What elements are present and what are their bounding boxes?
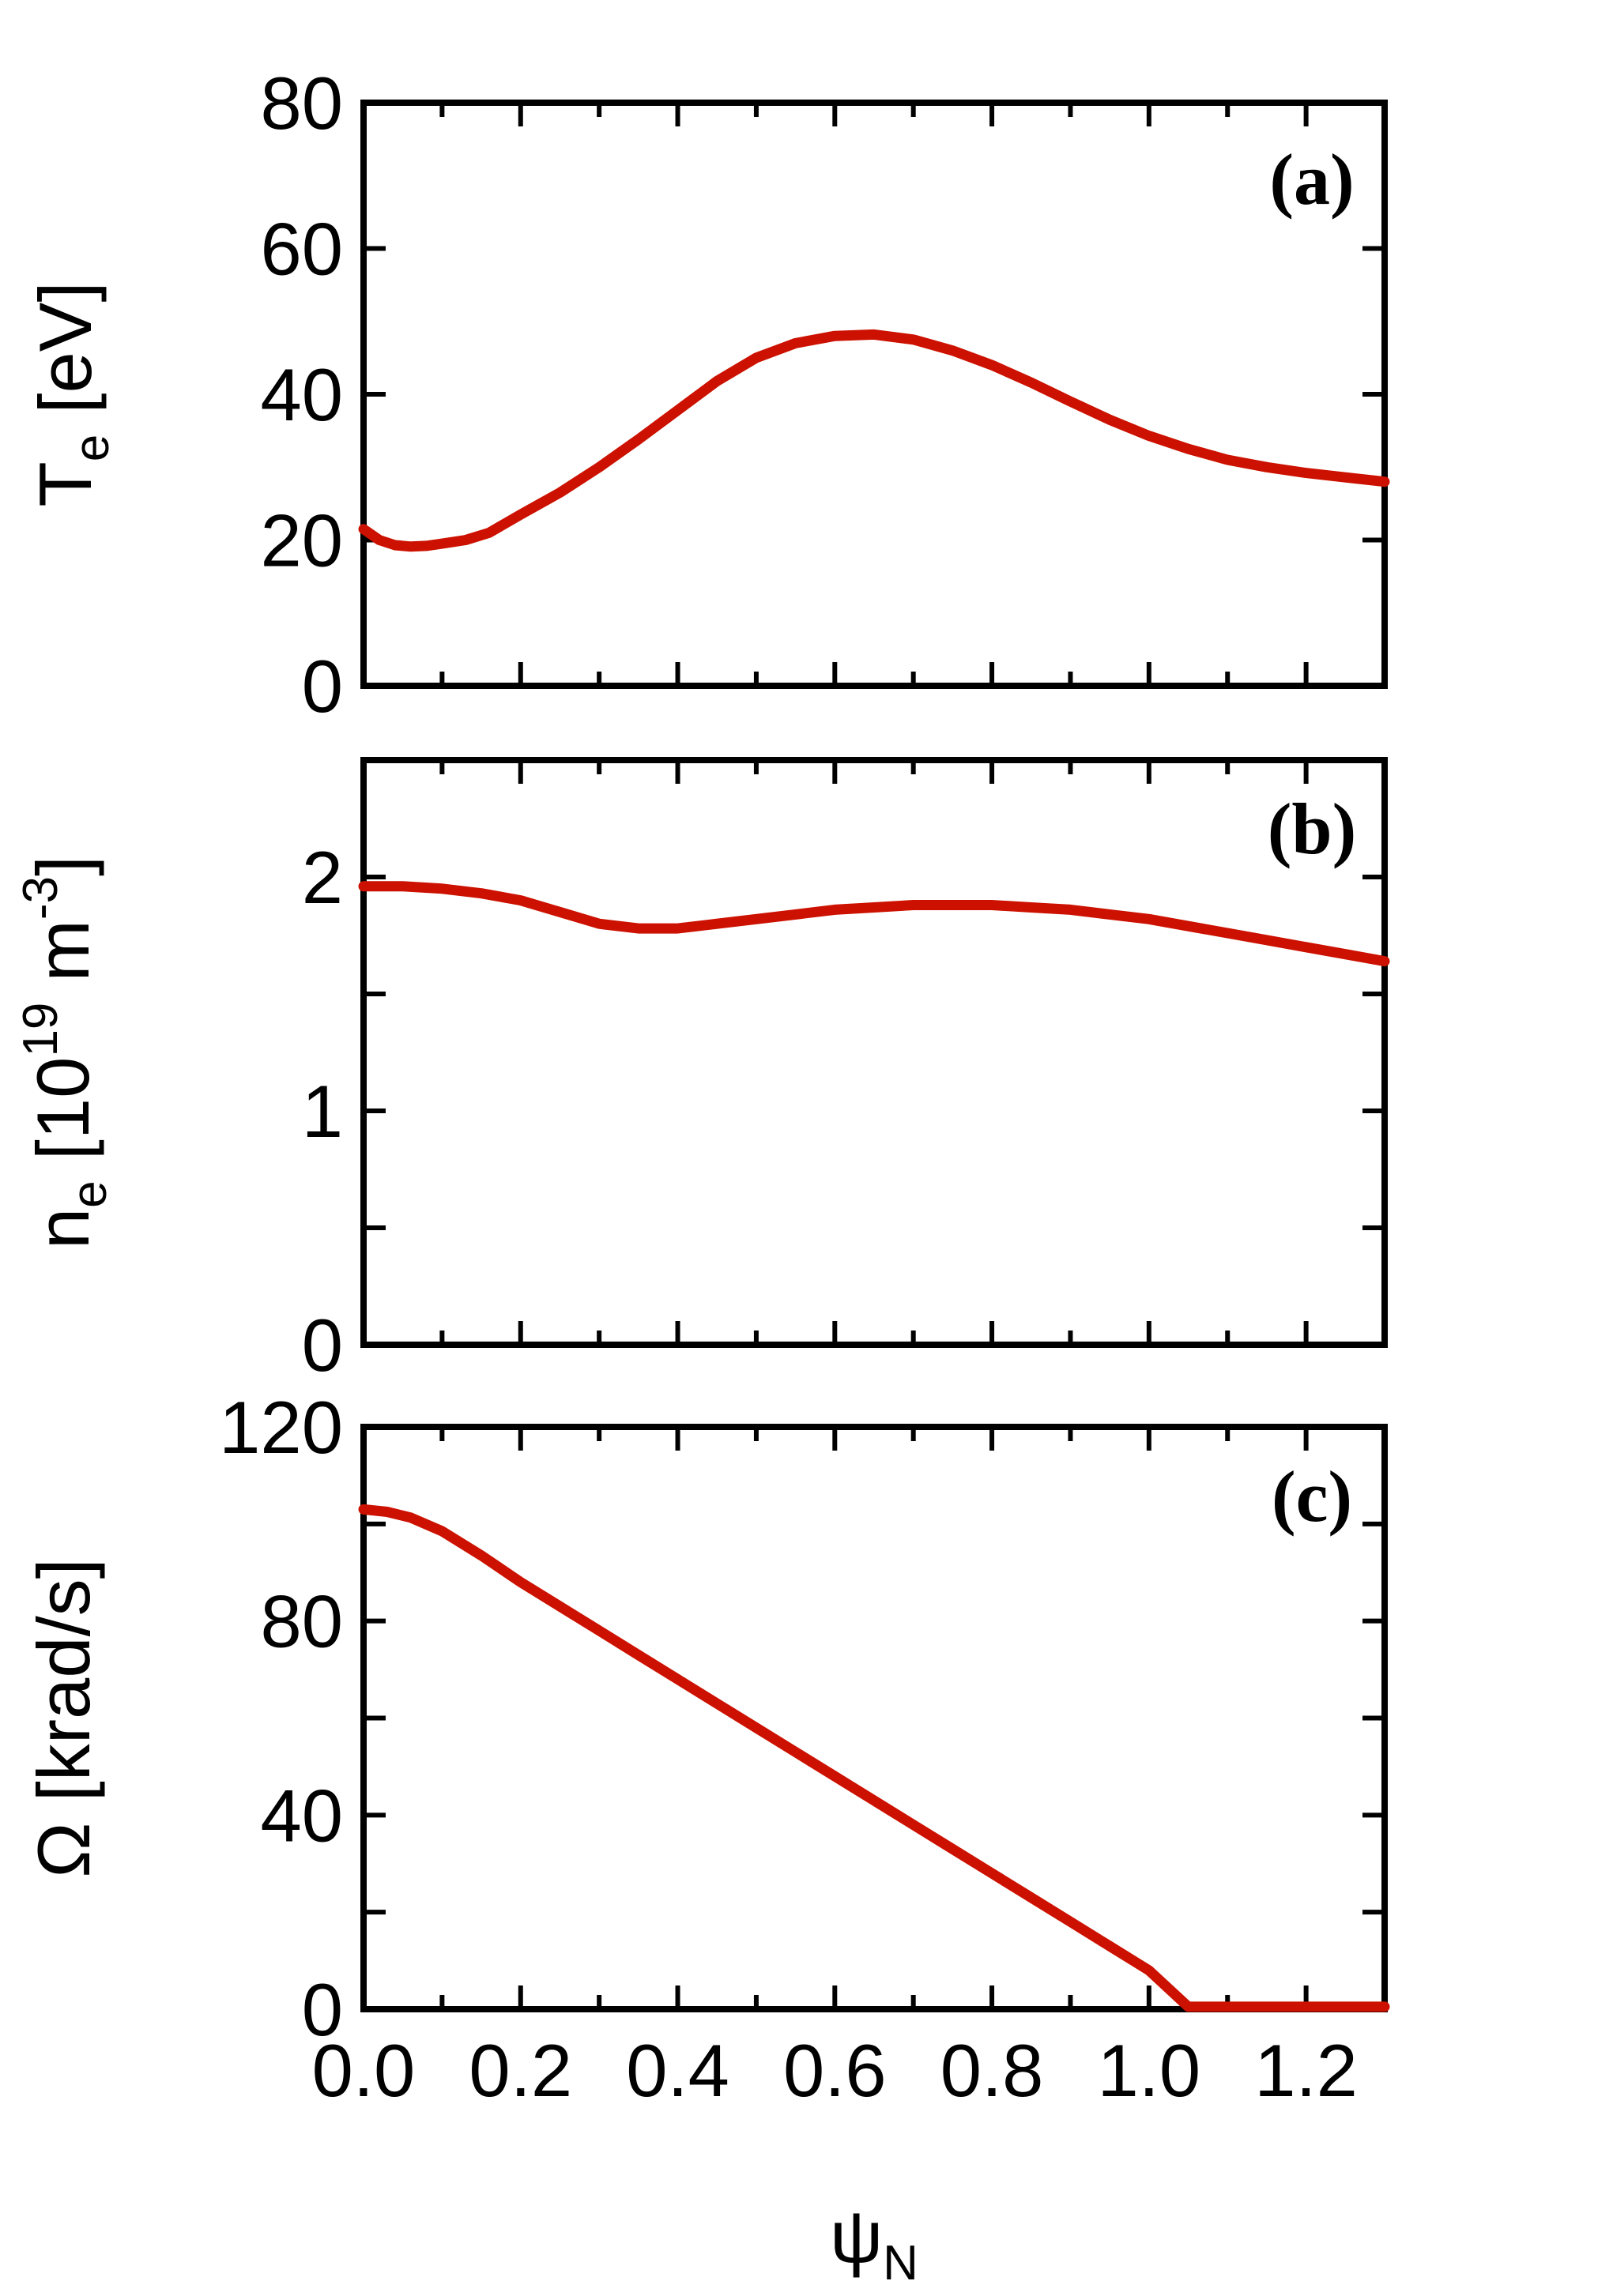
y-axis-title-part: ] — [21, 856, 104, 876]
x-axis-title: ψN — [830, 2195, 918, 2290]
y-tick-label: 2 — [302, 836, 343, 919]
y-tick-label: 40 — [260, 1774, 343, 1857]
y-axis-title: Ω [krad/s] — [22, 1558, 105, 1878]
y-axis-title-part: -3 — [13, 876, 68, 920]
y-tick-label: 60 — [260, 208, 343, 291]
y-tick-label: 40 — [260, 353, 343, 436]
x-tick-label: 0.6 — [783, 2029, 887, 2112]
series-line — [358, 881, 1390, 967]
y-tick-label: 0 — [302, 1968, 343, 2051]
y-tick-label: 20 — [260, 499, 343, 582]
y-axis-title: Te [eV] — [24, 281, 119, 506]
y-axis-title-part: T — [24, 461, 107, 506]
plot-frame — [360, 757, 1388, 1348]
y-tick-label: 0 — [302, 1304, 343, 1387]
x-tick-label: 0.8 — [940, 2029, 1044, 2112]
y-axis-title: ne [1019 m-3] — [13, 856, 117, 1249]
x-tick-label: 0.4 — [626, 2029, 729, 2112]
x-tick-label: 0.2 — [469, 2029, 572, 2112]
plot-frame — [360, 100, 1388, 689]
panel-a: 0 20 40 60 80 (a) Te [eV] — [24, 62, 1390, 728]
x-tick-label: 0.0 — [312, 2029, 416, 2112]
panel-c: 0 40 80 120 0.0 0.2 0.4 0.6 0.8 1.0 1.2 (c) Ω [krad/… — [22, 1386, 1390, 2290]
y-axis-title-part: 19 — [13, 1003, 68, 1057]
y-tick-label: 1 — [302, 1070, 343, 1153]
y-axis-title-part: e — [65, 435, 119, 461]
y-tick-label: 80 — [260, 62, 343, 145]
y-tick-label: 120 — [219, 1386, 343, 1469]
x-axis-title-main: ψ — [830, 2195, 883, 2278]
y-axis-title-part: [10 — [21, 1057, 104, 1181]
y-axis-title-part: n — [21, 1208, 104, 1249]
series-line — [358, 1504, 1390, 2012]
panel-b: 0 1 2 (b) ne [1019 m-3] — [13, 757, 1390, 1387]
y-axis-title-part: [eV] — [24, 281, 107, 434]
x-axis-title-sub: N — [883, 2236, 918, 2290]
y-tick-label: 0 — [302, 645, 343, 728]
x-tick-label: 1.0 — [1098, 2029, 1201, 2112]
series-line — [358, 329, 1390, 552]
y-tick-label: 80 — [260, 1580, 343, 1663]
panel-label: (b) — [1268, 789, 1356, 869]
y-axis-title-part: e — [62, 1180, 117, 1207]
panel-label: (c) — [1272, 1456, 1352, 1537]
panel-label: (a) — [1269, 139, 1354, 220]
y-axis-title-part: m — [21, 920, 104, 1002]
plot-frame — [360, 1424, 1388, 2012]
y-axis-title-part: Ω [krad/s] — [22, 1558, 105, 1878]
x-tick-label: 1.2 — [1254, 2029, 1358, 2112]
